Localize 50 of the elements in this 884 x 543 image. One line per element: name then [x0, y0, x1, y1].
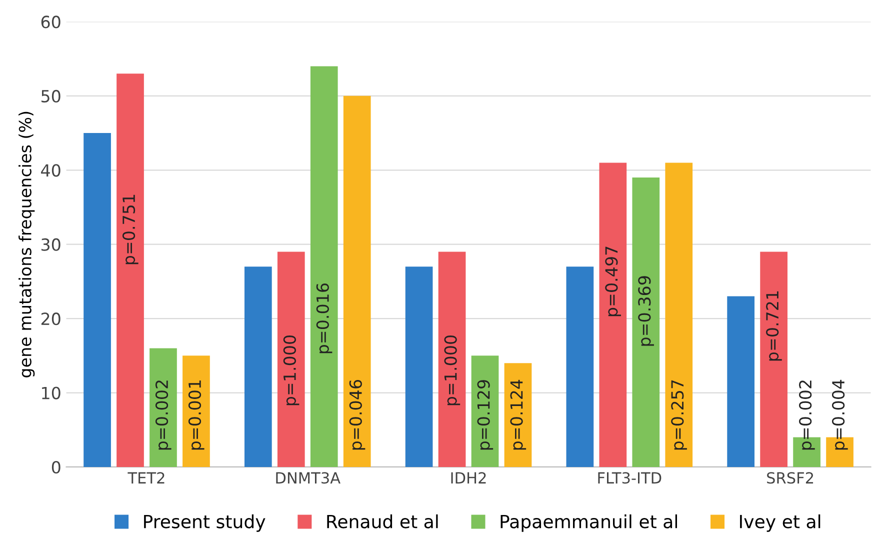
bar — [244, 266, 272, 467]
bar — [471, 356, 499, 467]
y-tick-label: 20 — [41, 312, 60, 326]
bar — [116, 74, 144, 467]
y-tick-label: 30 — [42, 238, 60, 251]
x-tick-label: TET2 — [128, 472, 164, 484]
annotation: p=0.002 — [799, 380, 815, 450]
bar — [504, 363, 532, 467]
bar — [405, 266, 433, 467]
bar — [727, 296, 754, 467]
y-tick-label: 60 — [41, 16, 60, 28]
legend-label: Ivey et al — [740, 514, 820, 532]
bar — [310, 66, 338, 467]
annotation: p=0.016 — [316, 283, 332, 354]
annotation: p=0.257 — [671, 380, 687, 450]
legend-label: Renaud et al — [327, 514, 438, 528]
bar — [277, 252, 305, 467]
annotation: p=0.002 — [155, 380, 172, 450]
annotation: p=1.000 — [444, 335, 460, 406]
bar — [566, 266, 594, 467]
y-tick-label: 0 — [52, 460, 60, 474]
y-tick-label: 50 — [42, 90, 60, 102]
bar — [665, 162, 693, 467]
annotation: p=0.497 — [605, 246, 621, 316]
annotation: p=0.369 — [638, 276, 654, 346]
annotation: p=1.000 — [283, 335, 300, 406]
y-axis-title: gene mutations frequencies (%) — [18, 112, 35, 378]
annotation: p=0.124 — [510, 380, 526, 450]
annotation: p=0.004 — [832, 380, 848, 450]
bar — [632, 178, 660, 467]
legend-label: Present study — [144, 514, 266, 532]
annotation: p=0.751 — [122, 194, 138, 264]
bar — [84, 133, 111, 467]
annotation: p=0.721 — [766, 291, 782, 361]
bar — [599, 162, 627, 467]
bar — [438, 252, 466, 467]
y-tick-label: 10 — [42, 386, 60, 400]
y-tick-label: 40 — [41, 164, 60, 177]
x-tick-label: FLT3-ITD — [598, 472, 662, 484]
bar — [150, 348, 177, 467]
annotation: p=0.129 — [477, 380, 494, 450]
legend-label: Papaemmanuil et al — [500, 514, 677, 532]
bar — [760, 252, 788, 467]
x-tick-label: SRSF2 — [767, 472, 814, 484]
x-tick-label: IDH2 — [451, 472, 486, 484]
x-tick-label: DNMT3A — [276, 472, 340, 484]
annotation: p=0.001 — [188, 380, 204, 450]
annotation: p=0.046 — [349, 380, 366, 450]
bar — [182, 356, 210, 467]
bar — [343, 96, 371, 467]
